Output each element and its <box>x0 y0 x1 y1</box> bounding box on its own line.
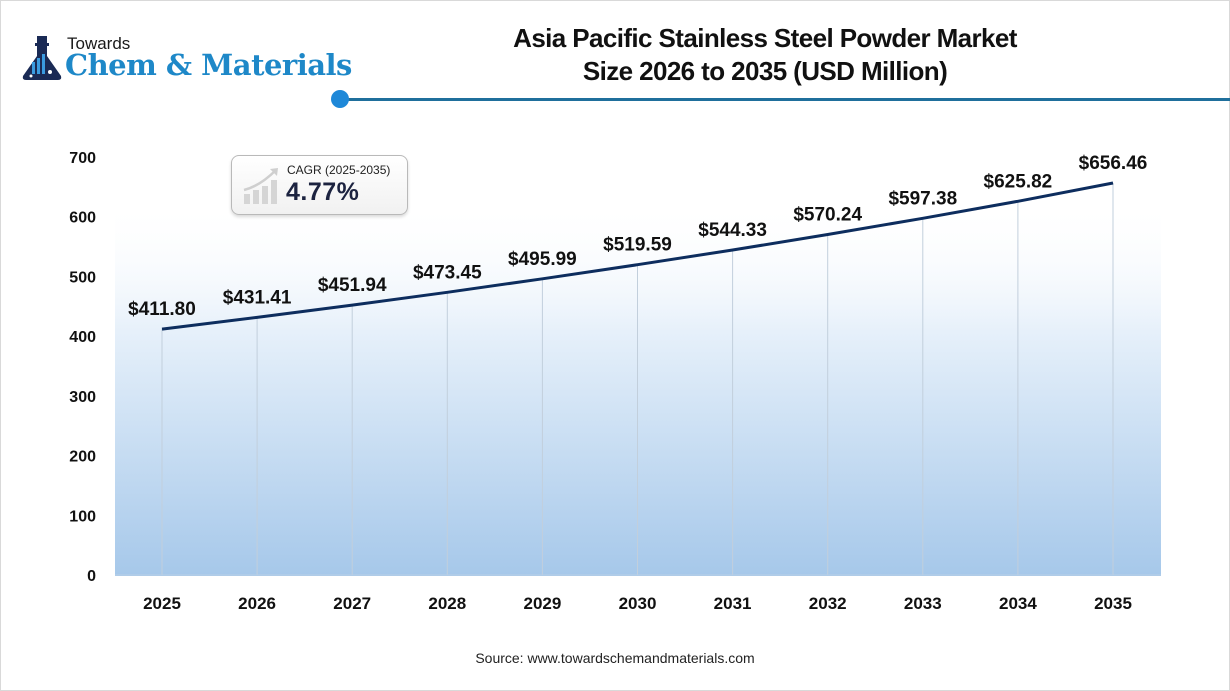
y-tick-label: 700 <box>69 150 96 167</box>
y-tick-label: 400 <box>69 329 96 346</box>
y-tick-label: 200 <box>69 449 96 466</box>
y-tick-label: 300 <box>69 389 96 406</box>
cagr-label: CAGR (2025-2035) <box>287 163 391 177</box>
title-line-2: Size 2026 to 2035 (USD Million) <box>582 56 948 86</box>
x-axis: 2025 2026 2027 2028 2029 2030 2031 2032 2033 2034… <box>143 594 1132 613</box>
logo-top-text: Towards <box>67 34 131 53</box>
data-labels: $411.80 $431.41 $451.94 $473.45 $495.99 $519.… <box>128 153 1147 320</box>
data-label: $473.45 <box>413 262 482 283</box>
data-label: $431.41 <box>223 287 292 308</box>
x-tick-label: 2029 <box>523 594 561 613</box>
series-line <box>161 181 1114 331</box>
x-tick-label: 2027 <box>333 594 371 613</box>
logo-main-text: Chem & Materials <box>65 48 352 82</box>
cagr-value: 4.77% <box>286 178 360 206</box>
data-label: $625.82 <box>984 171 1053 192</box>
x-tick-label: 2026 <box>238 594 276 613</box>
x-tick-label: 2034 <box>999 594 1037 613</box>
chart-title: Asia Pacific Stainless Steel Powder Mark… <box>440 22 1090 88</box>
y-tick-label: 0 <box>87 568 96 585</box>
x-tick-label: 2033 <box>904 594 942 613</box>
flask-chart-icon <box>22 36 62 80</box>
y-tick-label: 600 <box>69 210 96 227</box>
growth-chart-icon <box>243 168 278 204</box>
y-tick-label: 500 <box>69 269 96 286</box>
data-label: $451.94 <box>318 275 387 296</box>
y-axis: 0 100 200 300 400 500 600 700 <box>69 150 96 585</box>
title-underline <box>340 98 1230 101</box>
title-line-1: Asia Pacific Stainless Steel Powder Mark… <box>513 23 1017 53</box>
data-label: $411.80 <box>128 299 196 320</box>
data-label: $544.33 <box>698 220 767 241</box>
vertical-gridlines <box>115 182 1161 576</box>
y-tick-label: 100 <box>69 508 96 525</box>
data-label: $656.46 <box>1079 153 1148 174</box>
brand-logo: Towards Chem & Materials <box>22 30 352 85</box>
x-tick-label: 2035 <box>1094 594 1132 613</box>
data-label: $495.99 <box>508 249 577 270</box>
x-tick-label: 2032 <box>809 594 847 613</box>
x-tick-label: 2031 <box>714 594 752 613</box>
data-label: $597.38 <box>888 188 957 209</box>
x-tick-label: 2028 <box>428 594 466 613</box>
title-bullet-dot <box>331 90 349 108</box>
data-label: $570.24 <box>793 204 862 225</box>
x-tick-label: 2025 <box>143 594 181 613</box>
data-label: $519.59 <box>603 235 672 256</box>
source-note: Source: www.towardschemandmaterials.com <box>475 650 755 666</box>
cagr-callout: CAGR (2025-2035) 4.77% <box>231 155 408 215</box>
x-tick-label: 2030 <box>619 594 657 613</box>
